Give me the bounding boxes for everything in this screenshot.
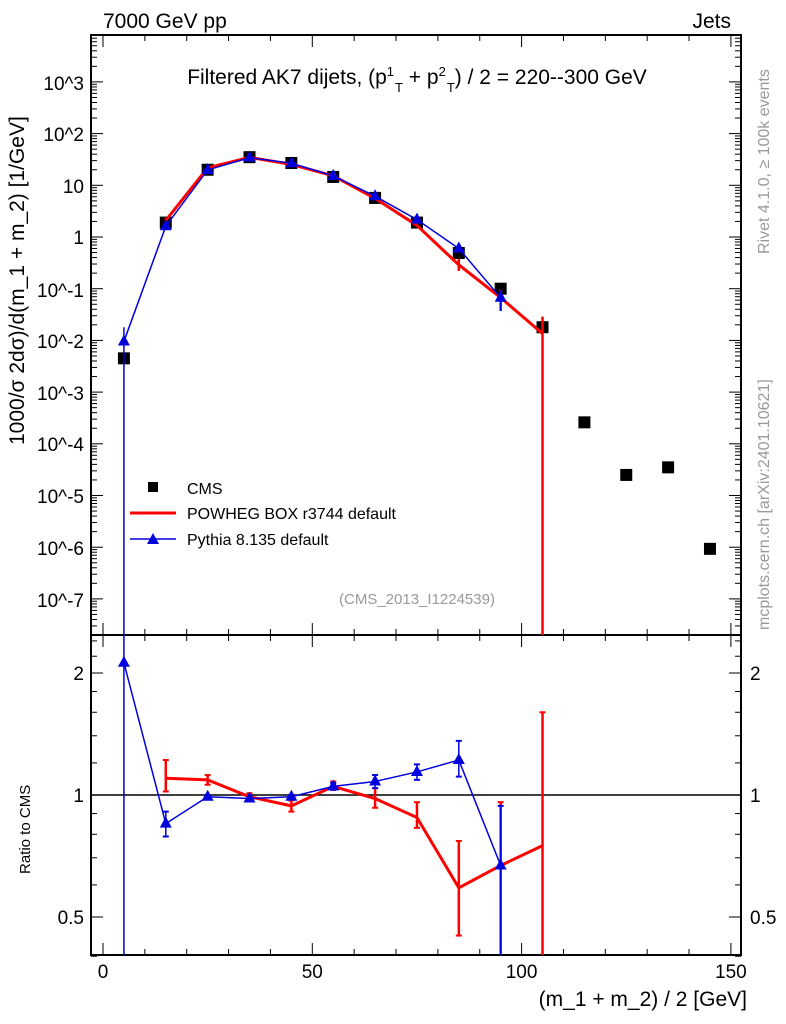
pythia-marker: [285, 789, 298, 801]
pythia-marker: [327, 779, 340, 791]
y-tick-label: 10^-6: [37, 539, 84, 560]
cms-data-point: [662, 461, 675, 474]
legend-pythia-marker: [147, 533, 159, 544]
x-tick-label: 0: [98, 962, 109, 983]
x-tick-label: 50: [302, 962, 323, 983]
x-axis-label: (m_1 + m_2) / 2 [GeV]: [539, 988, 747, 1011]
y-tick-label: 10^-4: [37, 435, 84, 456]
pythia-marker: [410, 764, 423, 776]
y-tick-labels: 10^3 10^2 10 1 10^-1 10^-2 10^-3 10^-4 1…: [37, 74, 84, 612]
pythia-marker: [117, 655, 130, 667]
y-tick-label: 10: [63, 177, 84, 198]
cms-data-point: [620, 468, 633, 481]
pythia-ratio-line: [123, 662, 502, 866]
y-tick-label: 10^-1: [37, 281, 84, 302]
analysis-id: (CMS_2013_I1224539): [339, 591, 495, 608]
pythia-marker: [159, 219, 172, 231]
chart-title: Filtered AK7 dijets, (p1T + p2T) / 2 = 2…: [187, 64, 647, 95]
pythia-line: [123, 156, 502, 342]
cms-data-point: [703, 542, 716, 555]
ratio-tick-label: 0.5: [58, 908, 84, 929]
legend-cms-label: CMS: [187, 481, 223, 498]
title-sub: T: [395, 80, 403, 95]
header-left: 7000 GeV pp: [103, 10, 227, 33]
ratio-tick-label: 2: [73, 664, 84, 685]
pythia-marker: [369, 189, 382, 201]
pythia-marker: [159, 816, 172, 828]
mcplots-label: mcplots.cern.ch [arXiv:2401.10621]: [756, 379, 773, 630]
y-tick-label: 10^-2: [37, 332, 84, 353]
title-part: Filtered AK7 dijets, (p: [187, 66, 387, 89]
cms-data-point: [578, 416, 591, 429]
ratio-tick-label: 1: [73, 786, 84, 807]
y-tick-label: 10^-3: [37, 384, 84, 405]
title-sub: T: [447, 80, 455, 95]
y-tick-label: 10^-7: [37, 591, 84, 612]
title-part: + p: [403, 66, 439, 89]
cms-data-point: [494, 282, 507, 295]
rivet-label: Rivet 4.1.0, ≥ 100k events: [756, 69, 773, 254]
pythia-marker: [452, 241, 465, 253]
x-tick-label: 150: [715, 962, 747, 983]
legend-pythia-label: Pythia 8.135 default: [187, 532, 329, 549]
powheg-ratio-line: [165, 776, 544, 890]
pythia-marker: [201, 162, 214, 174]
pythia-marker: [494, 858, 507, 870]
legend-powheg-label: POWHEG BOX r3744 default: [187, 506, 397, 523]
ratio-y-axis-label: Ratio to CMS: [17, 785, 34, 874]
y-tick-label: 1: [73, 228, 84, 249]
legend-cms-marker: [148, 482, 158, 492]
pythia-marker: [201, 789, 214, 801]
pythia-marker: [285, 156, 298, 168]
pythia-marker: [452, 753, 465, 765]
title-part: ) / 2 = 220--300 GeV: [455, 66, 647, 89]
title-sup: 2: [439, 64, 446, 79]
x-tick-label: 100: [506, 962, 538, 983]
y-tick-label: 10^3: [43, 74, 84, 95]
legend: CMS POWHEG BOX r3744 default Pythia 8.13…: [130, 481, 397, 549]
pythia-marker: [494, 290, 507, 302]
header-right: Jets: [692, 10, 731, 33]
pythia-marker: [410, 212, 423, 224]
pythia-marker: [369, 774, 382, 786]
y-tick-label: 10^-5: [37, 487, 84, 508]
y-axis-label: 1000/σ 2dσ)/d(m_1 + m_2) [1/GeV]: [6, 116, 29, 445]
title-sup: 1: [387, 64, 394, 79]
cms-data-point: [452, 247, 465, 260]
pythia-marker: [117, 334, 130, 346]
y-tick-label: 10^2: [43, 125, 84, 146]
pythia-marker: [243, 791, 256, 803]
ratio-tick-label: 0.5: [750, 908, 776, 929]
ratio-tick-label: 1: [750, 786, 761, 807]
powheg-line: [164, 155, 544, 335]
pythia-marker: [243, 150, 256, 162]
ratio-tick-label: 2: [750, 664, 761, 685]
pythia-marker: [327, 168, 340, 180]
